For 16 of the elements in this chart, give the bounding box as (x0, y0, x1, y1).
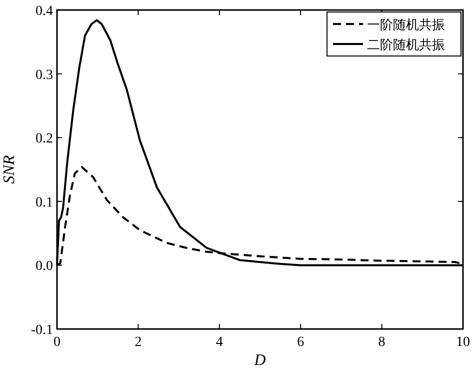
legend-label: 二阶随机共振 (367, 38, 445, 53)
y-tick-label: 0.4 (36, 4, 53, 19)
legend-label: 一阶随机共振 (367, 18, 445, 33)
x-tick-label: 6 (297, 335, 304, 350)
y-tick-label: 0.2 (36, 132, 53, 147)
y-tick-label: -0.1 (30, 323, 53, 338)
x-tick-label: 0 (54, 335, 60, 350)
x-tick-label: 10 (456, 335, 470, 350)
y-tick-label: 0.0 (36, 259, 53, 274)
y-tick-label: 0.3 (36, 68, 53, 83)
x-axis-title: D (253, 352, 266, 369)
x-tick-label: 8 (378, 335, 386, 350)
y-axis-title: SNR (1, 155, 18, 184)
x-tick-label: 4 (216, 335, 223, 350)
y-tick-label: 0.1 (36, 195, 53, 210)
x-tick-label: 2 (134, 335, 142, 350)
